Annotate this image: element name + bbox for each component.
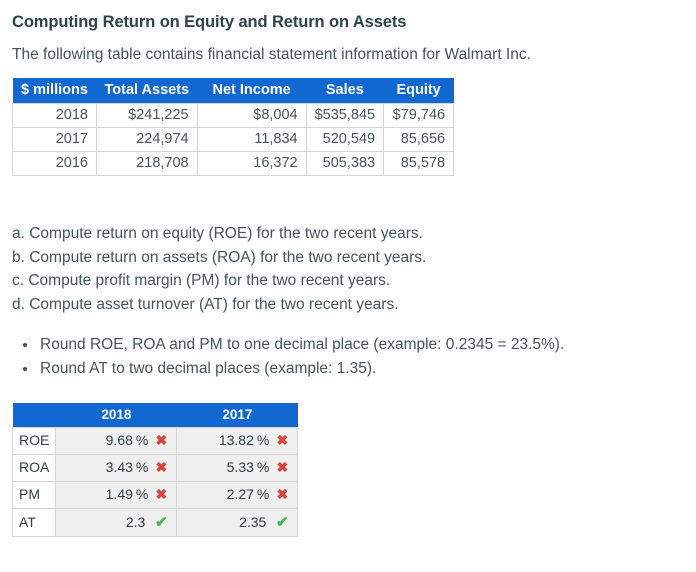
incorrect-icon: ✖ xyxy=(155,458,168,475)
cell-equity-2016: 85,578 xyxy=(383,151,455,177)
answer-header-corner xyxy=(12,402,56,428)
answer-table: 2018 2017 ROE 9.68% ✖ 13.82% ✖ ROA xyxy=(11,402,299,537)
cell-year-2018: 2018 xyxy=(12,103,97,129)
cell-net-income-2018: $8,004 xyxy=(196,103,307,129)
financial-header-total-assets: Total Assets xyxy=(96,78,198,104)
question-list: a. Compute return on equity (ROE) for th… xyxy=(12,222,684,316)
answer-row-label-roa: ROA xyxy=(11,453,57,482)
table-row: 2017 224,974 11,834 520,549 85,656 xyxy=(12,127,455,153)
cell-year-2016: 2016 xyxy=(12,151,97,177)
table-row: ROE 9.68% ✖ 13.82% ✖ xyxy=(11,426,299,455)
cell-net-income-2017: 11,834 xyxy=(196,127,307,153)
rounding-note-percent: Round ROE, ROA and PM to one decimal pla… xyxy=(38,333,684,357)
answer-value-at-2017: 2.35 xyxy=(239,513,267,530)
percent-symbol: % xyxy=(256,431,270,448)
answer-cell-pm-2017[interactable]: 2.27% ✖ xyxy=(176,480,299,509)
answer-cell-roe-2017[interactable]: 13.82% ✖ xyxy=(176,426,299,455)
question-item-b: b. Compute return on assets (ROA) for th… xyxy=(12,248,427,266)
answer-value-roa-2018: 3.43 xyxy=(105,458,133,475)
financial-header-net-income: Net Income xyxy=(197,78,307,104)
percent-symbol: % xyxy=(135,431,149,448)
cell-equity-2018: $79,746 xyxy=(383,103,455,129)
answer-row-label-roe: ROE xyxy=(11,426,57,455)
cell-sales-2017: 520,549 xyxy=(305,127,385,153)
correct-icon: ✔ xyxy=(276,513,289,531)
answer-row-label-pm: PM xyxy=(11,480,57,509)
answer-value-at-2018: 2.3 xyxy=(125,513,146,530)
percent-symbol: % xyxy=(135,485,149,502)
correct-icon: ✔ xyxy=(155,513,168,531)
cell-total-assets-2017: 224,974 xyxy=(96,127,198,153)
answer-table-container: 2018 2017 ROE 9.68% ✖ 13.82% ✖ ROA xyxy=(11,402,684,537)
rounding-notes-list: Round ROE, ROA and PM to one decimal pla… xyxy=(12,333,684,381)
table-row: 2018 $241,225 $8,004 $535,845 $79,746 xyxy=(12,103,455,129)
incorrect-icon: ✖ xyxy=(276,485,289,502)
question-item-d: d. Compute asset turnover (AT) for the t… xyxy=(12,296,399,313)
rounding-note-turnover: Round AT to two decimal places (example:… xyxy=(38,357,684,381)
cell-sales-2018: $535,845 xyxy=(305,103,385,129)
table-row: ROA 3.43% ✖ 5.33% ✖ xyxy=(11,453,299,482)
cell-sales-2016: 505,383 xyxy=(305,151,385,177)
question-item-c: c. Compute profit margin (PM) for the tw… xyxy=(12,272,391,290)
table-row: AT 2.3 ✔ 2.35 ✔ xyxy=(11,507,299,537)
answer-cell-roa-2017[interactable]: 5.33% ✖ xyxy=(176,453,299,482)
percent-symbol: % xyxy=(135,458,149,475)
answer-value-roe-2018: 9.68 xyxy=(105,431,133,448)
cell-net-income-2016: 16,372 xyxy=(196,151,307,177)
table-row: PM 1.49% ✖ 2.27% ✖ xyxy=(11,480,299,509)
answer-header-row: 2018 2017 xyxy=(12,402,298,428)
answer-header-2018: 2018 xyxy=(55,402,177,428)
financial-header-equity: Equity xyxy=(383,78,454,104)
financial-header-sales: Sales xyxy=(306,78,384,104)
answer-cell-pm-2018[interactable]: 1.49% ✖ xyxy=(55,480,178,509)
percent-symbol: % xyxy=(256,485,270,502)
answer-row-label-at: AT xyxy=(11,507,57,537)
incorrect-icon: ✖ xyxy=(155,485,168,502)
answer-cell-at-2017[interactable]: 2.35 ✔ xyxy=(176,507,299,537)
answer-cell-at-2018[interactable]: 2.3 ✔ xyxy=(55,507,178,537)
percent-symbol: % xyxy=(256,458,270,475)
cell-equity-2017: 85,656 xyxy=(383,127,455,153)
answer-cell-roa-2018[interactable]: 3.43% ✖ xyxy=(55,453,178,482)
answer-value-roe-2017: 13.82 xyxy=(218,431,254,448)
question-item-a: a. Compute return on equity (ROE) for th… xyxy=(12,225,423,243)
cell-year-2017: 2017 xyxy=(12,127,97,153)
table-row: 2016 218,708 16,372 505,383 85,578 xyxy=(12,151,455,177)
answer-value-pm-2018: 1.49 xyxy=(105,485,133,502)
answer-cell-roe-2018[interactable]: 9.68% ✖ xyxy=(55,426,178,455)
answer-value-pm-2017: 2.27 xyxy=(226,485,254,502)
answer-header-2017: 2017 xyxy=(176,402,298,428)
financial-data-table: $ millions Total Assets Net Income Sales… xyxy=(12,78,455,177)
incorrect-icon: ✖ xyxy=(276,431,289,448)
cell-total-assets-2016: 218,708 xyxy=(96,151,198,177)
financial-table-header-row: $ millions Total Assets Net Income Sales… xyxy=(12,78,454,104)
exercise-page: Computing Return on Equity and Return on… xyxy=(0,0,696,537)
intro-paragraph: The following table contains financial s… xyxy=(12,46,531,64)
financial-header-units: $ millions xyxy=(12,78,97,104)
incorrect-icon: ✖ xyxy=(276,458,289,475)
incorrect-icon: ✖ xyxy=(155,431,168,448)
page-title: Computing Return on Equity and Return on… xyxy=(12,13,407,31)
answer-value-roa-2017: 5.33 xyxy=(226,458,254,475)
cell-total-assets-2018: $241,225 xyxy=(96,103,198,129)
